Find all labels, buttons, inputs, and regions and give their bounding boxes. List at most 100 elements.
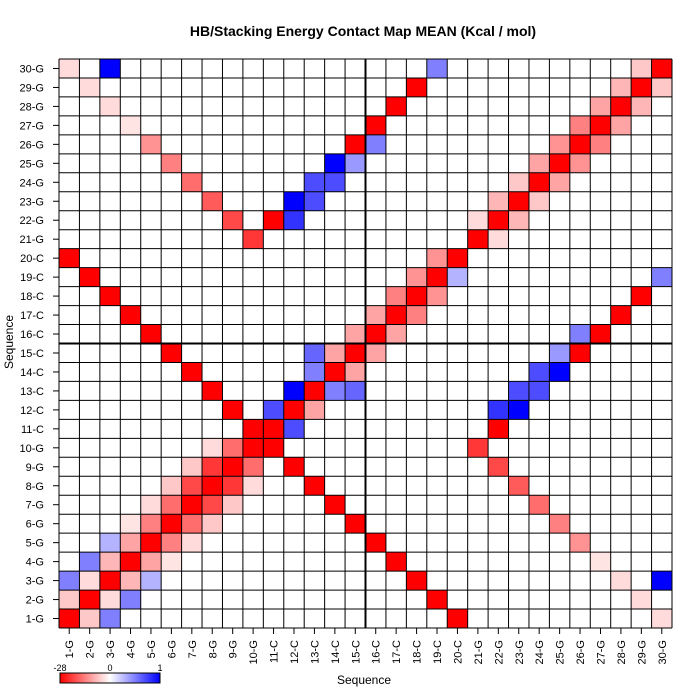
heatmap-cell xyxy=(426,210,448,230)
heatmap-cell xyxy=(508,248,529,268)
heatmap-cell xyxy=(181,400,203,420)
heatmap-cell xyxy=(549,381,570,401)
heatmap-cell xyxy=(467,210,489,230)
heatmap-cell xyxy=(467,419,489,439)
heatmap-cell xyxy=(447,134,468,154)
heatmap-cell xyxy=(651,438,672,458)
heatmap-cell xyxy=(488,514,509,534)
heatmap-cell xyxy=(569,362,591,382)
heatmap-cell xyxy=(610,457,632,477)
heatmap-cell xyxy=(528,134,550,154)
y-tick-label: 4-G xyxy=(26,557,44,569)
heatmap-cell xyxy=(324,533,346,553)
heatmap-cell xyxy=(651,609,672,628)
heatmap-cell xyxy=(59,552,80,572)
heatmap-cell xyxy=(222,552,243,572)
heatmap-cell xyxy=(242,248,264,268)
heatmap-cell xyxy=(99,153,121,173)
heatmap-cell xyxy=(569,248,591,268)
heatmap-cell xyxy=(140,590,162,610)
heatmap-cell xyxy=(447,362,468,382)
heatmap-cell xyxy=(365,324,386,344)
heatmap-cell xyxy=(467,153,489,173)
heatmap-cell xyxy=(202,115,223,135)
heatmap-cell xyxy=(161,267,182,287)
heatmap-cell xyxy=(345,305,366,325)
heatmap-cell xyxy=(488,438,509,458)
heatmap-cell xyxy=(549,457,570,477)
heatmap-cell xyxy=(528,210,550,230)
heatmap-cell xyxy=(426,248,448,268)
heatmap-cell xyxy=(59,571,80,591)
y-tick-label: 11-C xyxy=(21,424,44,436)
heatmap-cell xyxy=(263,172,284,192)
heatmap-cell xyxy=(263,514,284,534)
heatmap-cell xyxy=(528,419,550,439)
heatmap-cell xyxy=(99,400,121,420)
heatmap-cell xyxy=(79,96,100,116)
heatmap-cell xyxy=(181,590,203,610)
heatmap-cell xyxy=(283,286,305,306)
heatmap-cell xyxy=(610,229,632,249)
y-tick-label: 14-C xyxy=(20,367,44,379)
heatmap-cell xyxy=(651,514,672,534)
heatmap-cell xyxy=(263,362,284,382)
heatmap-cell xyxy=(610,533,632,553)
heatmap-cell xyxy=(385,476,407,496)
heatmap-cell xyxy=(467,552,489,572)
heatmap-cell xyxy=(631,400,652,420)
heatmap-cell xyxy=(345,419,366,439)
heatmap-cell xyxy=(345,571,366,591)
heatmap-cell xyxy=(385,248,407,268)
heatmap-cell xyxy=(283,59,305,78)
heatmap-cell xyxy=(283,381,305,401)
heatmap-cell xyxy=(610,495,632,515)
heatmap-cell xyxy=(488,324,509,344)
heatmap-cell xyxy=(508,343,529,363)
heatmap-cell xyxy=(304,495,325,515)
heatmap-cell xyxy=(324,115,346,135)
heatmap-cell xyxy=(610,267,632,287)
heatmap-cell xyxy=(631,229,652,249)
heatmap-cell xyxy=(140,267,162,287)
heatmap-cell xyxy=(283,77,305,97)
heatmap-cell xyxy=(528,381,550,401)
heatmap-cell xyxy=(242,476,264,496)
heatmap-cell xyxy=(79,210,100,230)
heatmap-cell xyxy=(161,476,182,496)
heatmap-cell xyxy=(181,533,203,553)
heatmap-cell xyxy=(222,495,243,515)
heatmap-cell xyxy=(283,571,305,591)
heatmap-cell xyxy=(222,59,243,78)
heatmap-cell xyxy=(304,286,325,306)
heatmap-cell xyxy=(385,210,407,230)
heatmap-cell xyxy=(447,609,468,628)
heatmap-cell xyxy=(447,305,468,325)
heatmap-cell xyxy=(426,590,448,610)
heatmap-cell xyxy=(120,590,141,610)
y-tick-labels: 1-G 2-G 3-G 4-G 5-G 6-G 7-G 8-G 9-G 10-G 11-C 12-C 1… xyxy=(20,63,59,626)
heatmap-cell xyxy=(242,286,264,306)
heatmap-cell xyxy=(120,210,141,230)
y-tick-label: 18-C xyxy=(20,291,44,303)
heatmap-cell xyxy=(610,343,632,363)
x-tick-labels: 1-G 2-G 3-G 4-G 5-G 6-G 7-G 8-G 9-G 10-G 11-C 12-C 1… xyxy=(64,628,669,664)
heatmap-cell xyxy=(242,362,264,382)
heatmap-cell xyxy=(79,229,100,249)
heatmap-cell xyxy=(283,343,305,363)
heatmap-cell xyxy=(242,229,264,249)
y-tick-label: 16-C xyxy=(20,329,44,341)
heatmap-cell xyxy=(304,438,325,458)
heatmap-cell xyxy=(467,267,489,287)
heatmap-cell xyxy=(242,514,264,534)
heatmap-cell xyxy=(385,172,407,192)
colorbar-tick-max: 1 xyxy=(157,663,162,673)
heatmap-cell xyxy=(79,286,100,306)
heatmap-cell xyxy=(202,305,223,325)
heatmap-cell xyxy=(385,590,407,610)
heatmap-cell xyxy=(99,267,121,287)
heatmap-cell xyxy=(610,153,632,173)
heatmap-cell xyxy=(528,400,550,420)
heatmap-cell xyxy=(59,362,80,382)
heatmap-cell xyxy=(99,571,121,591)
